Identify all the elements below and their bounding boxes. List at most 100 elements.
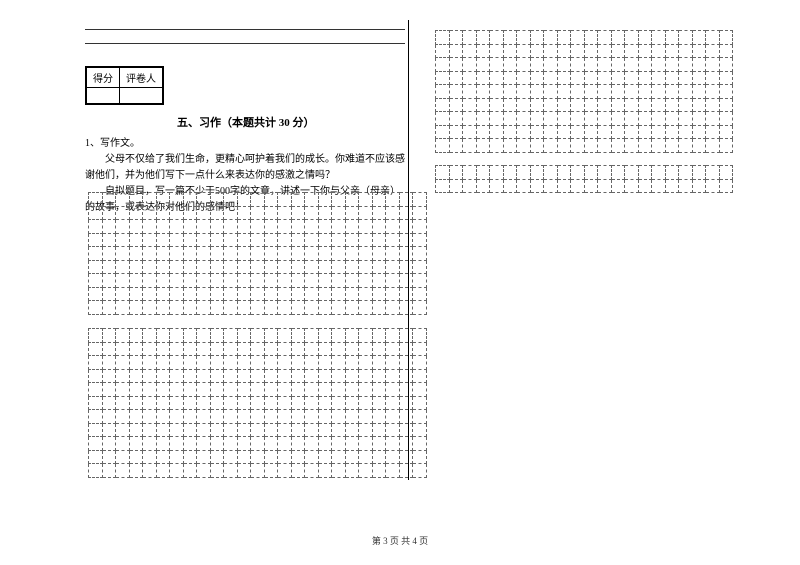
- grid-cell: [386, 356, 400, 370]
- grid-cell: [719, 98, 733, 112]
- grid-cell: [413, 383, 427, 397]
- grid-cell: [530, 58, 544, 72]
- grid-cell: [210, 396, 224, 410]
- grid-cell: [665, 125, 679, 139]
- grid-cell: [503, 125, 517, 139]
- grid-cell: [305, 274, 319, 288]
- grid-cell: [170, 450, 184, 464]
- grid-cell: [143, 247, 157, 261]
- grid-cell: [517, 71, 531, 85]
- grid-cell: [305, 383, 319, 397]
- grid-cell: [449, 71, 463, 85]
- grid-cell: [170, 369, 184, 383]
- grid-cell: [237, 342, 251, 356]
- grid-cell: [345, 369, 359, 383]
- grid-cell: [652, 71, 666, 85]
- grid-cell: [399, 437, 413, 451]
- grid-cell: [224, 423, 238, 437]
- grid-cell: [625, 85, 639, 99]
- grid-cell: [156, 193, 170, 207]
- grid-cell: [183, 206, 197, 220]
- grid-cell: [503, 85, 517, 99]
- grid-cell: [237, 329, 251, 343]
- grid-cell: [264, 247, 278, 261]
- grid-cell: [679, 166, 693, 180]
- grid-cell: [170, 274, 184, 288]
- grid-cell: [291, 369, 305, 383]
- grid-cell: [449, 139, 463, 153]
- grid-cell: [679, 179, 693, 193]
- grid-cell: [170, 410, 184, 424]
- grid-cell: [386, 437, 400, 451]
- grid-cell: [503, 71, 517, 85]
- grid-cell: [332, 396, 346, 410]
- grid-cell: [571, 125, 585, 139]
- grid-cell: [102, 410, 116, 424]
- grid-cell: [237, 369, 251, 383]
- grid-cell: [584, 71, 598, 85]
- grid-cell: [278, 396, 292, 410]
- grid-cell: [399, 247, 413, 261]
- grid-cell: [197, 437, 211, 451]
- grid-cell: [463, 179, 477, 193]
- grid-cell: [490, 166, 504, 180]
- grid-cell: [449, 166, 463, 180]
- grid-cell: [305, 247, 319, 261]
- grid-cell: [237, 233, 251, 247]
- grid-cell: [399, 260, 413, 274]
- grid-cell: [102, 233, 116, 247]
- grid-cell: [183, 193, 197, 207]
- grid-cell: [544, 71, 558, 85]
- grid-cell: [611, 125, 625, 139]
- grid-cell: [224, 437, 238, 451]
- grid-cell: [291, 260, 305, 274]
- grid-cell: [611, 58, 625, 72]
- grid-cell: [143, 206, 157, 220]
- grid-cell: [224, 233, 238, 247]
- score-box: 得分 评卷人: [85, 66, 164, 105]
- grid-cell: [449, 85, 463, 99]
- grid-cell: [692, 112, 706, 126]
- grid-cell: [372, 233, 386, 247]
- grid-cell: [197, 193, 211, 207]
- grid-cell: [143, 274, 157, 288]
- grid-cell: [237, 383, 251, 397]
- grid-cell: [399, 423, 413, 437]
- grid-cell: [332, 193, 346, 207]
- grid-cell: [116, 301, 130, 315]
- grid-cell: [413, 396, 427, 410]
- grid-cell: [183, 329, 197, 343]
- grid-cell: [719, 139, 733, 153]
- grid-cell: [129, 260, 143, 274]
- grid-cell: [183, 410, 197, 424]
- grid-cell: [332, 260, 346, 274]
- grid-cell: [143, 220, 157, 234]
- grid-cell: [413, 260, 427, 274]
- grid-cell: [399, 329, 413, 343]
- grid-cell: [399, 287, 413, 301]
- grid-cell: [143, 437, 157, 451]
- grid-cell: [210, 260, 224, 274]
- grid-cell: [517, 85, 531, 99]
- grid-cell: [89, 423, 103, 437]
- grid-cell: [264, 287, 278, 301]
- grid-cell: [291, 423, 305, 437]
- grid-cell: [116, 193, 130, 207]
- grid-cell: [224, 464, 238, 478]
- grid-cell: [463, 98, 477, 112]
- grid-cell: [102, 206, 116, 220]
- grid-cell: [156, 329, 170, 343]
- grid-cell: [318, 356, 332, 370]
- grid-cell: [210, 193, 224, 207]
- grid-cell: [692, 166, 706, 180]
- grid-cell: [332, 356, 346, 370]
- grid-cell: [476, 166, 490, 180]
- grid-cell: [89, 260, 103, 274]
- grid-cell: [116, 247, 130, 261]
- grid-cell: [237, 206, 251, 220]
- grid-cell: [143, 287, 157, 301]
- grid-cell: [345, 274, 359, 288]
- grid-cell: [251, 260, 265, 274]
- grid-cell: [251, 383, 265, 397]
- grid-cell: [318, 383, 332, 397]
